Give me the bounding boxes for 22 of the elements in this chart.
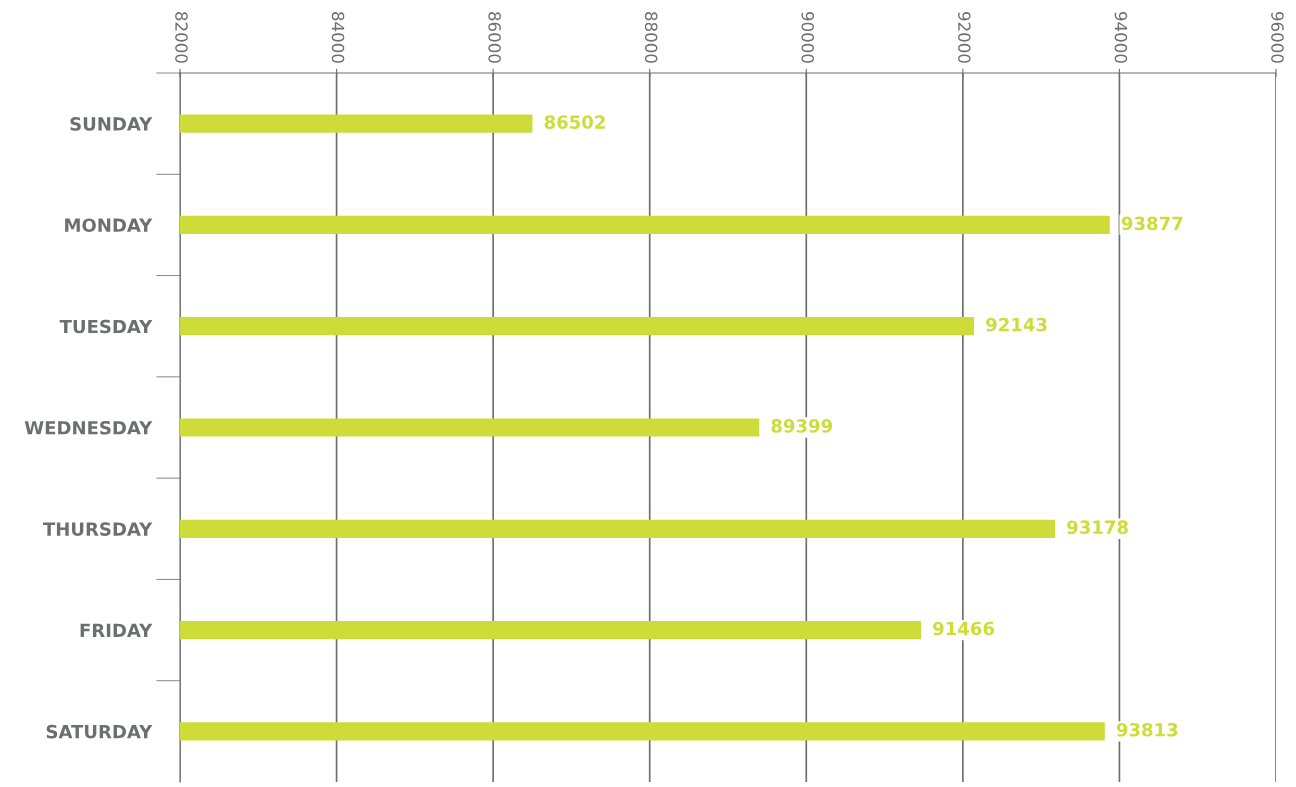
- x-tick-label: 92000: [958, 12, 971, 63]
- data-label: 93178: [1067, 520, 1128, 535]
- y-tick-label: THURSDAY: [43, 522, 153, 536]
- data-label: 89399: [771, 419, 833, 433]
- x-tick-label: 84000: [331, 12, 345, 63]
- data-label: 92143: [986, 317, 1047, 332]
- data-label: 91466: [933, 621, 995, 636]
- y-tick-label: SUNDAY: [70, 117, 153, 131]
- x-tick-label: 94000: [1114, 12, 1128, 63]
- y-tick-label: MONDAY: [65, 218, 153, 233]
- data-label: 86502: [544, 115, 605, 129]
- y-tick-label: FRIDAY: [80, 623, 153, 637]
- data-label: 93877: [1121, 216, 1183, 231]
- y-tick-label: WEDNESDAY: [24, 420, 153, 435]
- x-tick-label: 86000: [488, 12, 501, 63]
- y-tick-label: TUESDAY: [59, 319, 153, 334]
- x-tick-label: 88000: [644, 12, 658, 63]
- data-label: 93813: [1116, 722, 1178, 737]
- x-tick-label: 82000: [175, 12, 188, 63]
- x-tick-label: 90000: [801, 12, 815, 63]
- y-tick-label: SATURDAY: [46, 724, 153, 739]
- x-tick-label: 96000: [1271, 12, 1284, 63]
